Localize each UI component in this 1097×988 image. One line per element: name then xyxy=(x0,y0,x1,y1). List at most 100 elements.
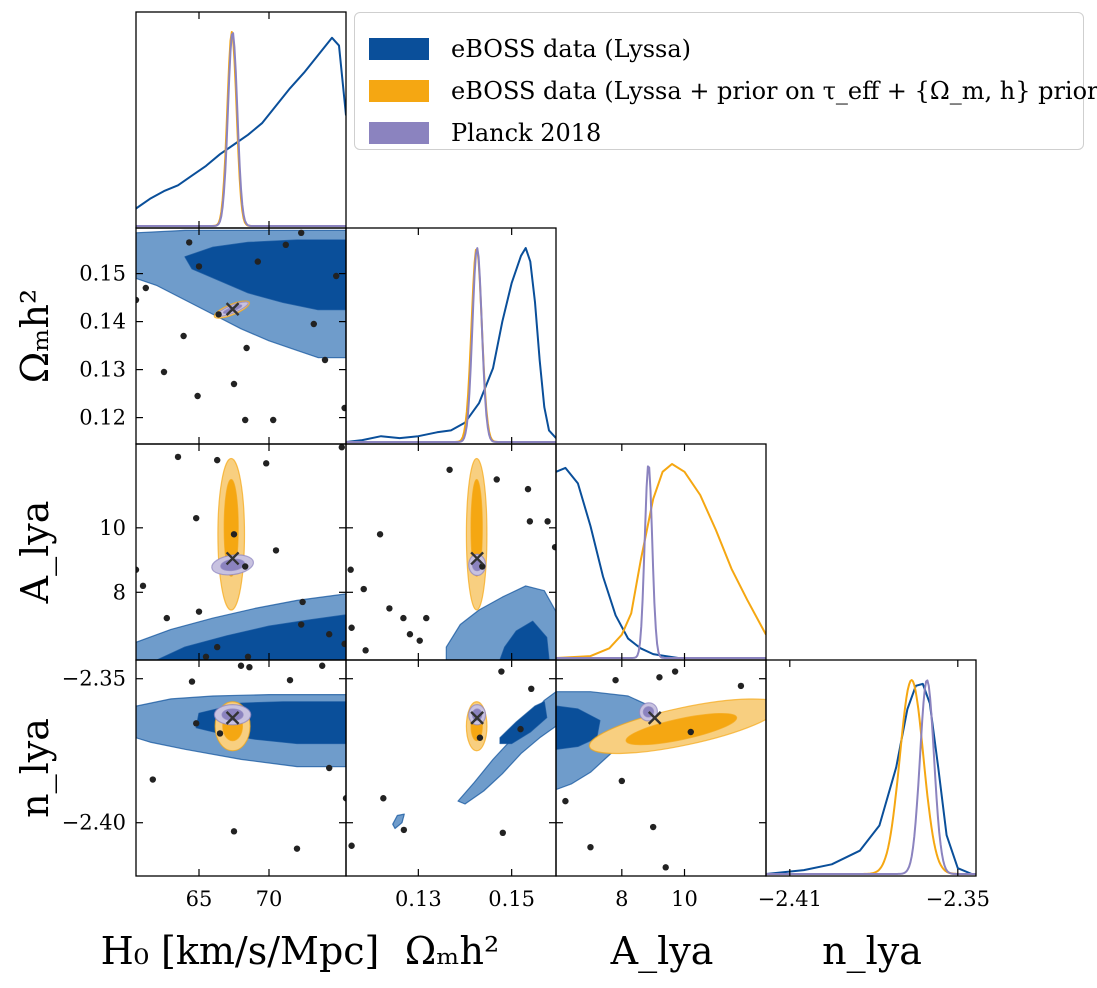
sample-point xyxy=(188,678,196,685)
sample-point xyxy=(499,829,506,836)
sample-point xyxy=(136,566,140,573)
sample-point xyxy=(348,624,355,631)
sample-point xyxy=(214,643,221,651)
sample-point xyxy=(671,668,679,675)
marginal-curve-eboss-data-lyssa-nlya xyxy=(766,682,973,875)
truth-marker xyxy=(225,711,240,725)
panel-frame xyxy=(765,659,977,877)
legend-item-planck: Planck 2018 xyxy=(369,117,601,149)
sample-point xyxy=(194,392,201,400)
sample-point xyxy=(618,777,626,785)
sample-point xyxy=(136,296,140,304)
sample-point xyxy=(286,676,294,684)
sample-point xyxy=(272,547,280,554)
x-axis-label-alya: A_lya xyxy=(610,929,714,974)
sample-point xyxy=(230,380,238,388)
sample-point xyxy=(493,476,500,483)
x-tick-label-nlya: −2.41 xyxy=(758,887,822,911)
sample-point xyxy=(625,642,631,648)
x-tick-label-omh2: 0.13 xyxy=(395,887,442,911)
sample-point xyxy=(242,416,249,424)
panel-frame xyxy=(345,659,557,877)
y-tick-label-omh2: 0.13 xyxy=(79,358,126,382)
sample-point xyxy=(479,563,486,570)
truth-marker xyxy=(225,551,240,566)
sample-point xyxy=(687,728,694,736)
sample-point xyxy=(142,284,149,292)
marginal-curve-planck-2018-H0 xyxy=(136,32,346,227)
sample-point xyxy=(193,514,200,522)
y-axis-label-nlya: n_lya xyxy=(13,718,58,818)
y-tick-label-nlya: −2.35 xyxy=(62,667,126,691)
sample-point xyxy=(319,662,326,669)
sample-point xyxy=(544,518,551,525)
sample-point xyxy=(243,907,249,913)
legend-label-eboss-lyssa: eBOSS data (Lyssa) xyxy=(451,35,692,63)
sample-point xyxy=(416,637,423,644)
sample-point xyxy=(517,725,524,733)
sample-point xyxy=(360,585,367,593)
legend: eBOSS data (Lyssa) eBOSS data (Lyssa + p… xyxy=(354,12,1097,150)
sample-point xyxy=(348,842,355,849)
sample-point xyxy=(215,311,222,318)
sample-point xyxy=(333,272,340,280)
legend-swatch-planck xyxy=(369,122,429,144)
y-tick-label-omh2: 0.12 xyxy=(79,406,126,430)
sample-point xyxy=(139,582,147,590)
contour-eboss-data-lyssa-68-omh2-nlya xyxy=(499,701,548,745)
sample-point xyxy=(230,531,238,538)
x-tick-label-alya: 10 xyxy=(671,887,698,911)
legend-swatch-eboss-lyssa xyxy=(369,38,429,60)
panel-H0-nlya xyxy=(136,662,346,925)
panel-alya-nlya xyxy=(556,642,766,919)
sample-point xyxy=(656,674,663,681)
truth-marker xyxy=(470,711,484,725)
truth-marker xyxy=(470,551,484,566)
truth-marker xyxy=(647,711,662,725)
sample-point xyxy=(202,653,210,660)
sample-point xyxy=(193,720,200,727)
y-tick-label-omh2: 0.14 xyxy=(79,310,126,334)
sample-point xyxy=(406,631,414,638)
y-tick-label-nlya: −2.40 xyxy=(62,811,126,835)
legend-label-planck: Planck 2018 xyxy=(451,119,602,147)
marginal-omh2 xyxy=(346,247,556,443)
sample-point xyxy=(163,614,170,622)
sample-point xyxy=(298,621,305,628)
sample-point xyxy=(518,939,524,945)
sample-point xyxy=(498,668,505,675)
sample-point xyxy=(737,682,745,690)
marginal-curve-eboss-data-lyssa-alya xyxy=(556,466,679,659)
panel-frame xyxy=(345,227,557,445)
sample-point xyxy=(347,566,354,573)
sample-point xyxy=(347,634,353,640)
x-tick-label-H0: 70 xyxy=(256,887,283,911)
marginal-curve-eboss-data-lyssa-omh2 xyxy=(346,247,556,443)
sample-point xyxy=(293,845,301,852)
sample-point xyxy=(662,864,669,871)
y-axis-label-alya: A_lya xyxy=(13,501,58,605)
sample-point xyxy=(551,543,556,551)
sample-point xyxy=(681,913,687,919)
legend-item-eboss-lyssa: eBOSS data (Lyssa) xyxy=(369,33,691,65)
sample-point xyxy=(380,795,387,802)
marginal-alya xyxy=(556,463,766,659)
contour-eboss-data-lyssa-prior-on-eff-m-h-prior-68-omh2-alya xyxy=(470,478,483,577)
sample-point xyxy=(400,614,407,622)
sample-point xyxy=(337,919,343,925)
sample-point xyxy=(386,605,393,612)
sample-point xyxy=(376,531,384,538)
contour-eboss-data-lyssa-68-H0-omh2 xyxy=(184,239,346,311)
sample-point xyxy=(216,730,224,737)
sample-point xyxy=(528,685,535,692)
y-tick-label-alya: 10 xyxy=(99,516,126,540)
marginal-curve-planck-2018-alya xyxy=(556,465,766,659)
panel-frame xyxy=(135,659,347,877)
sample-point xyxy=(423,614,430,622)
sample-point xyxy=(149,776,156,783)
sample-point xyxy=(299,598,306,606)
sample-point xyxy=(476,734,484,741)
sample-point xyxy=(600,881,606,887)
sample-point xyxy=(315,919,321,925)
